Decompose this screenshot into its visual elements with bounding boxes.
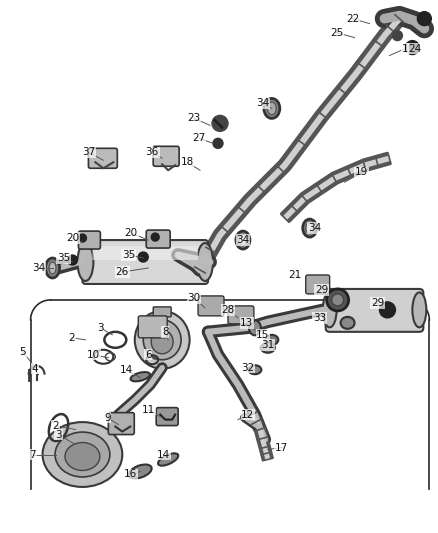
Text: 3: 3 xyxy=(97,323,104,333)
FancyBboxPatch shape xyxy=(153,147,179,166)
Ellipse shape xyxy=(236,231,250,249)
Text: 34: 34 xyxy=(32,263,45,273)
Text: 2: 2 xyxy=(68,333,75,343)
Text: 22: 22 xyxy=(346,14,359,23)
Ellipse shape xyxy=(143,320,181,360)
Ellipse shape xyxy=(323,293,337,327)
Text: 17: 17 xyxy=(275,442,289,453)
Ellipse shape xyxy=(131,372,150,381)
Ellipse shape xyxy=(248,365,261,374)
FancyBboxPatch shape xyxy=(88,148,117,168)
Circle shape xyxy=(67,255,78,265)
Ellipse shape xyxy=(303,219,317,237)
Text: 2: 2 xyxy=(52,421,59,431)
Ellipse shape xyxy=(341,317,355,329)
Ellipse shape xyxy=(265,335,278,345)
Circle shape xyxy=(332,294,343,306)
Ellipse shape xyxy=(65,442,100,471)
FancyBboxPatch shape xyxy=(108,413,134,434)
Ellipse shape xyxy=(55,432,110,477)
Circle shape xyxy=(327,289,349,311)
Text: 14: 14 xyxy=(120,365,133,375)
Text: 14: 14 xyxy=(156,449,170,459)
Text: 20: 20 xyxy=(66,233,79,243)
Text: 29: 29 xyxy=(371,298,384,308)
Text: 31: 31 xyxy=(261,340,275,350)
FancyBboxPatch shape xyxy=(138,316,167,338)
Text: 20: 20 xyxy=(125,228,138,238)
Text: 19: 19 xyxy=(355,167,368,177)
Circle shape xyxy=(379,302,396,318)
FancyBboxPatch shape xyxy=(92,246,198,260)
Text: 30: 30 xyxy=(187,293,201,303)
Ellipse shape xyxy=(151,330,173,354)
Ellipse shape xyxy=(239,235,247,246)
Text: 1: 1 xyxy=(402,44,409,54)
Circle shape xyxy=(138,252,148,262)
Text: 15: 15 xyxy=(256,330,269,340)
Ellipse shape xyxy=(78,243,93,281)
Text: 13: 13 xyxy=(240,318,254,328)
Ellipse shape xyxy=(49,262,56,274)
Ellipse shape xyxy=(413,293,426,327)
Text: 23: 23 xyxy=(187,114,201,123)
Text: 8: 8 xyxy=(162,327,169,337)
Ellipse shape xyxy=(249,320,261,335)
Text: 10: 10 xyxy=(87,350,100,360)
Ellipse shape xyxy=(267,102,276,115)
Ellipse shape xyxy=(306,223,314,233)
FancyBboxPatch shape xyxy=(306,275,330,294)
FancyBboxPatch shape xyxy=(146,230,170,248)
Text: 35: 35 xyxy=(57,253,70,263)
Text: 9: 9 xyxy=(104,413,111,423)
Circle shape xyxy=(151,233,159,241)
Circle shape xyxy=(213,139,223,148)
Text: 34: 34 xyxy=(308,223,321,233)
Text: 18: 18 xyxy=(180,157,194,167)
Text: 34: 34 xyxy=(256,99,269,108)
Ellipse shape xyxy=(46,258,60,278)
Text: 32: 32 xyxy=(241,363,254,373)
Circle shape xyxy=(392,30,403,41)
Text: 11: 11 xyxy=(141,405,155,415)
Text: 33: 33 xyxy=(313,313,326,323)
Text: 4: 4 xyxy=(31,364,38,374)
Ellipse shape xyxy=(42,422,122,487)
Ellipse shape xyxy=(197,243,213,281)
FancyBboxPatch shape xyxy=(78,231,100,249)
Text: 25: 25 xyxy=(330,28,343,38)
Text: 37: 37 xyxy=(82,147,95,157)
Text: 5: 5 xyxy=(19,347,26,357)
Text: 36: 36 xyxy=(145,147,159,157)
Text: 26: 26 xyxy=(116,267,129,277)
Circle shape xyxy=(212,116,228,131)
Text: 16: 16 xyxy=(124,470,137,480)
FancyBboxPatch shape xyxy=(228,306,254,324)
FancyBboxPatch shape xyxy=(153,307,171,317)
Circle shape xyxy=(406,41,419,54)
Circle shape xyxy=(78,234,86,242)
Text: 35: 35 xyxy=(122,250,135,260)
Text: 27: 27 xyxy=(192,133,206,143)
FancyBboxPatch shape xyxy=(156,408,178,425)
FancyBboxPatch shape xyxy=(326,289,424,332)
Ellipse shape xyxy=(158,454,178,466)
Ellipse shape xyxy=(129,464,152,479)
Text: 29: 29 xyxy=(315,285,328,295)
Ellipse shape xyxy=(261,343,275,353)
FancyBboxPatch shape xyxy=(82,240,208,284)
Ellipse shape xyxy=(135,311,190,369)
Text: 21: 21 xyxy=(288,270,301,280)
Text: 3: 3 xyxy=(55,430,62,440)
Text: 6: 6 xyxy=(145,350,152,360)
Text: 34: 34 xyxy=(236,235,250,245)
Text: 12: 12 xyxy=(241,410,254,419)
Ellipse shape xyxy=(264,99,280,118)
Text: 7: 7 xyxy=(29,449,36,459)
Circle shape xyxy=(417,12,431,26)
FancyBboxPatch shape xyxy=(198,296,224,316)
Text: 24: 24 xyxy=(408,44,421,54)
Text: 28: 28 xyxy=(221,305,235,315)
